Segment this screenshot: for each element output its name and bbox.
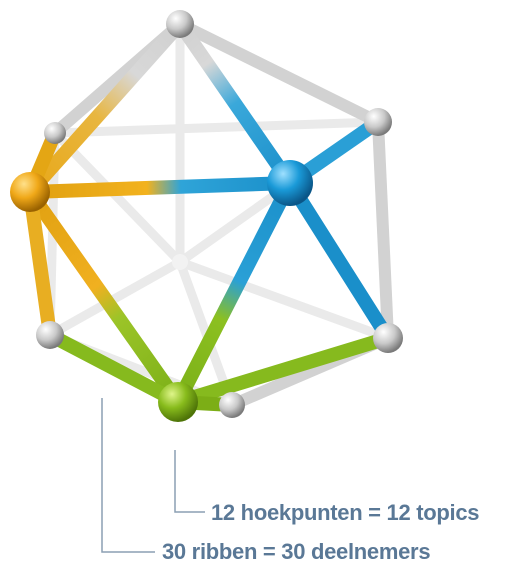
vertex-top (166, 10, 194, 38)
leader-line-vertices (174, 450, 205, 513)
vertex-lower-right (373, 323, 403, 353)
vertex-lower-left (36, 321, 64, 349)
leader-line-edges (101, 398, 155, 553)
vertex-green (158, 382, 198, 422)
vertex-upper-left (44, 122, 66, 144)
vertex-upper-right (364, 108, 392, 136)
vertices-label: 12 hoekpunten = 12 topics (211, 500, 480, 525)
front-edges (23, 17, 395, 412)
vertex-orange (10, 172, 50, 212)
gray-vertices (36, 10, 403, 418)
vertex-blue (267, 160, 313, 206)
vertex-bottom-back (219, 392, 245, 418)
edges-label: 30 ribben = 30 deelnemers (162, 539, 431, 564)
vertex-center-back (172, 254, 188, 270)
